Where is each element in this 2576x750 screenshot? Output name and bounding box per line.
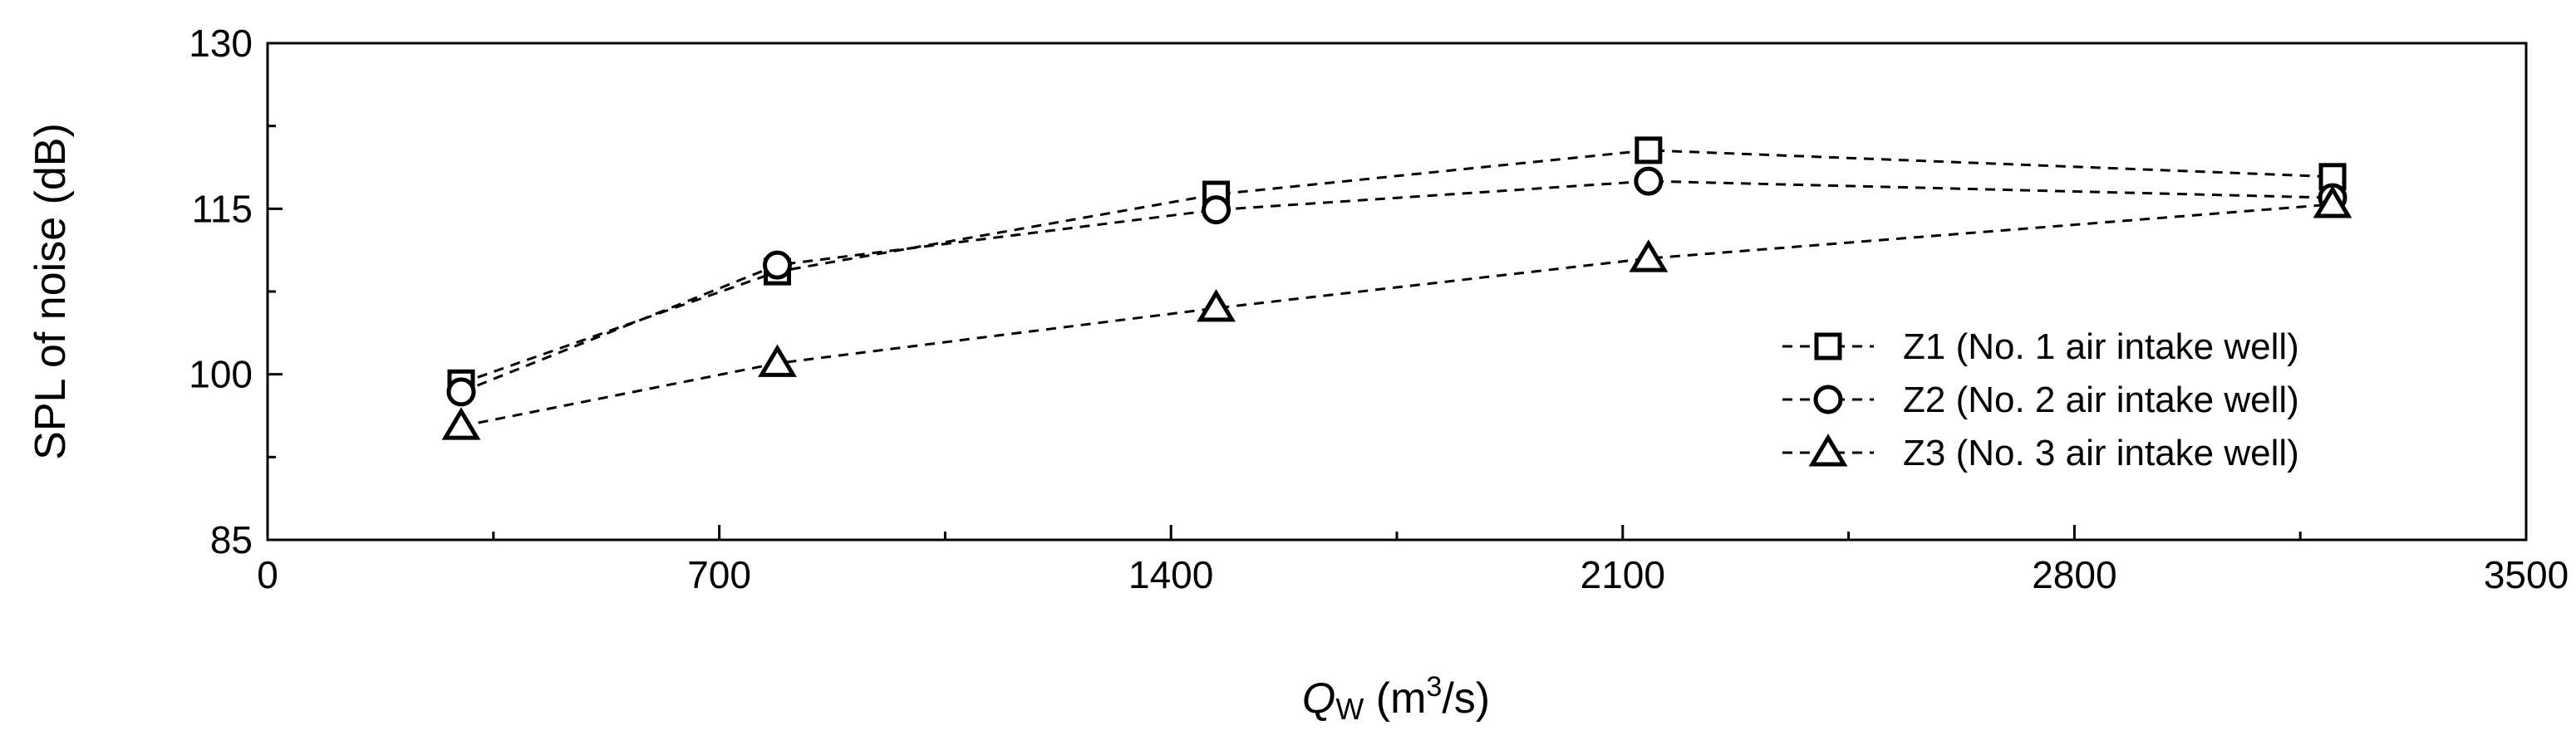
x-tick-label: 2100 <box>1581 553 1665 596</box>
series-2-point <box>1634 166 1664 196</box>
x-tick-label: 3500 <box>2484 553 2569 596</box>
x-axis-title-sub: W <box>1335 692 1364 726</box>
series-3-point <box>758 344 797 377</box>
x-tick-label: 2800 <box>2032 553 2116 596</box>
series-layer <box>441 136 2352 440</box>
series-3-line <box>460 203 2333 428</box>
y-tick-label: 100 <box>189 353 253 396</box>
x-axis-title: QW (m3/s) <box>1302 671 1490 726</box>
series-2-point <box>762 250 792 280</box>
y-axis-title: SPL of noise (dB) <box>27 123 75 460</box>
x-axis-title-rest: (m <box>1364 674 1426 723</box>
x-tick-label: 700 <box>687 553 751 596</box>
series-3-point <box>441 407 481 440</box>
legend-item-1: Z1 (No. 1 air intake well) <box>1782 326 2299 367</box>
series-3-point <box>2313 185 2352 218</box>
legend: Z1 (No. 1 air intake well) Z2 (No. 2 air … <box>1782 326 2299 473</box>
legend-item-3: Z3 (No. 3 air intake well) <box>1782 433 2299 473</box>
x-axis-title-tail: /s) <box>1442 674 1490 723</box>
y-tick-label: 115 <box>192 187 253 230</box>
y-tick-label: 130 <box>189 22 253 65</box>
ticks <box>266 42 2528 542</box>
legend-marker <box>1814 332 1842 360</box>
y-tick-label: 85 <box>210 518 253 561</box>
legend-marker <box>1808 434 1848 467</box>
legend-label: Z2 (No. 2 air intake well) <box>1903 380 2299 420</box>
series-3-point <box>1629 239 1669 272</box>
x-axis-title-sup: 3 <box>1426 671 1442 703</box>
x-tick-label: 0 <box>257 553 278 596</box>
x-axis-title-italic: Q <box>1302 674 1335 723</box>
series-3-point <box>1197 289 1236 322</box>
legend-marker <box>1813 385 1843 414</box>
series-2-line <box>460 179 2333 394</box>
legend-item-2: Z2 (No. 2 air intake well) <box>1782 380 2299 420</box>
tick-labels: 0 700 1400 2100 2800 3500 85 100 115 130 <box>189 22 2569 596</box>
series-3 <box>441 185 2352 440</box>
series-2-point <box>446 377 476 407</box>
legend-label: Z1 (No. 1 air intake well) <box>1903 326 2299 367</box>
legend-label: Z3 (No. 3 air intake well) <box>1903 433 2299 473</box>
x-tick-label: 1400 <box>1128 553 1213 596</box>
series-1-point <box>1635 136 1663 164</box>
series-2-point <box>1202 195 1231 225</box>
